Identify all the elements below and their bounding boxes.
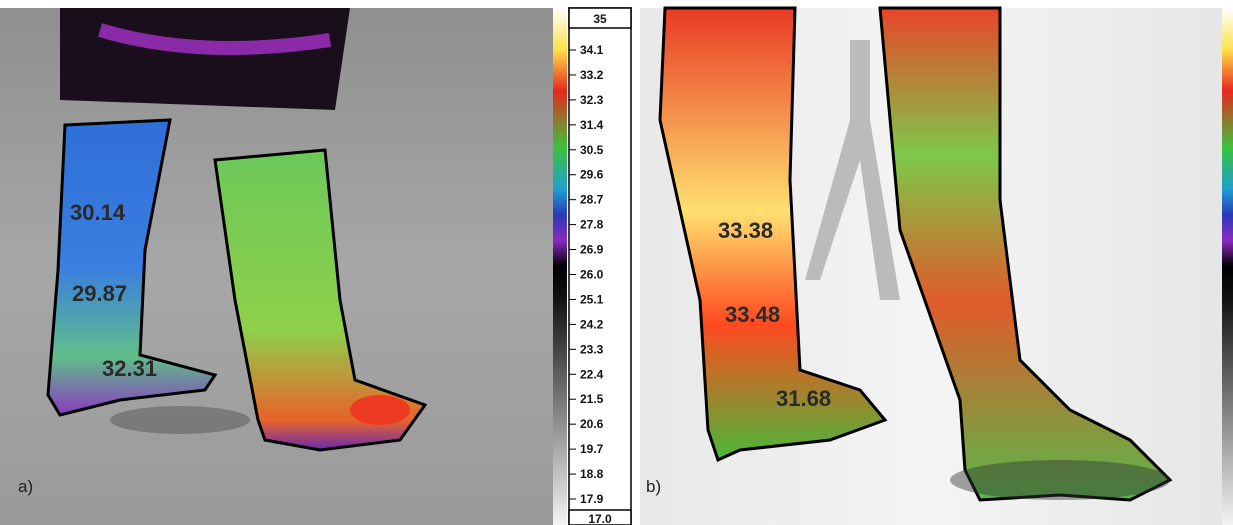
thermal-figure: 30.14 29.87 32.31 a) 35 17.0 34.1 33.2 32.… [0,0,1233,525]
hot-spot [350,395,410,425]
scale-label: 18.8 [580,467,604,481]
color-bar [1222,8,1233,525]
scale-label: 24.2 [580,317,604,331]
scale-label: 30.5 [580,143,604,157]
panel-label: b) [646,477,661,496]
temperature-label: 31.68 [776,386,831,411]
scale-label: 17.9 [580,492,604,506]
shorts [60,8,350,110]
scale-label: 32.3 [580,93,604,107]
panel-b: 33.38 33.48 31.68 b) [640,8,1233,525]
scale-label: 31.4 [580,118,604,132]
shadow [110,406,250,434]
scale-label: 27.8 [580,218,604,232]
scale-label: 23.3 [580,342,604,356]
scale-label: 34.1 [580,43,604,57]
temperature-label: 30.14 [70,200,126,225]
temperature-label: 32.31 [102,356,157,381]
temperature-label: 33.48 [725,302,780,327]
temperature-label: 33.38 [718,218,773,243]
scale-bottom: 17.0 [588,512,612,525]
scale-label: 29.6 [580,168,604,182]
scale-label: 28.7 [580,193,604,207]
scale-top: 35 [593,12,607,26]
scale-label: 19.7 [580,442,604,456]
scale-label: 20.6 [580,417,604,431]
scale-label: 33.2 [580,68,604,82]
scale-label: 21.5 [580,392,604,406]
panel-label: a) [18,477,33,496]
panel-a: 30.14 29.87 32.31 a) [0,8,553,525]
color-bar [553,8,567,525]
color-scale: 35 17.0 34.1 33.2 32.3 31.4 30.5 29.6 28.7 27.8… [553,8,631,525]
scale-label: 26.9 [580,243,604,257]
scale-label: 26.0 [580,268,604,282]
temperature-label: 29.87 [72,281,127,306]
scale-label: 25.1 [580,292,604,306]
scale-label: 22.4 [580,367,604,381]
shadow [950,460,1170,500]
